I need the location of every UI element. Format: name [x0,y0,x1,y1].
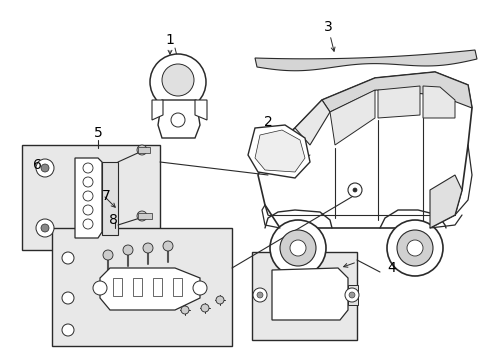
Circle shape [137,145,147,155]
Circle shape [83,205,93,215]
Circle shape [103,250,113,260]
Bar [138,213,152,219]
Text: 5: 5 [93,126,102,140]
Text: 7: 7 [102,189,110,203]
Polygon shape [254,50,476,71]
Polygon shape [347,285,357,305]
Circle shape [171,113,184,127]
Circle shape [36,159,54,177]
Circle shape [36,219,54,237]
Circle shape [83,163,93,173]
Circle shape [193,281,206,295]
Circle shape [386,220,442,276]
Bar [133,278,142,296]
Bar [153,278,162,296]
Circle shape [163,241,173,251]
Circle shape [181,306,189,314]
Polygon shape [158,100,200,138]
Polygon shape [152,100,163,120]
Circle shape [62,324,74,336]
Circle shape [201,304,208,312]
Circle shape [41,164,49,172]
Circle shape [289,240,305,256]
Circle shape [280,230,315,266]
Circle shape [347,183,361,197]
Circle shape [150,54,205,110]
Circle shape [83,191,93,201]
Polygon shape [254,130,305,172]
Circle shape [348,292,354,298]
Polygon shape [75,158,102,238]
Circle shape [83,177,93,187]
Bar [138,147,150,153]
Circle shape [352,188,356,192]
Text: 2: 2 [263,115,272,129]
Circle shape [406,240,422,256]
Polygon shape [329,90,374,145]
Polygon shape [377,86,419,118]
Text: 3: 3 [323,20,332,34]
Bar [22,145,160,250]
Circle shape [41,224,49,232]
Polygon shape [271,268,347,320]
Bar [113,278,122,296]
Text: 8: 8 [108,213,117,227]
Polygon shape [258,72,471,228]
Text: 6: 6 [33,158,41,172]
Circle shape [123,245,133,255]
Circle shape [252,288,266,302]
Polygon shape [102,162,118,235]
Bar [251,252,356,340]
Polygon shape [247,125,309,178]
Circle shape [396,230,432,266]
Circle shape [162,64,194,96]
Polygon shape [429,175,461,228]
Bar [173,278,182,296]
Text: 1: 1 [165,33,174,47]
Text: 4: 4 [387,261,396,275]
Circle shape [93,281,107,295]
Circle shape [142,243,153,253]
Polygon shape [100,268,200,310]
Polygon shape [195,100,206,120]
Circle shape [257,292,263,298]
Polygon shape [422,86,454,118]
Circle shape [269,220,325,276]
Circle shape [345,288,358,302]
Polygon shape [294,100,329,145]
Circle shape [62,292,74,304]
Circle shape [137,211,147,221]
Circle shape [83,219,93,229]
Circle shape [62,252,74,264]
Circle shape [216,296,224,304]
Bar [52,228,231,346]
Polygon shape [321,72,471,112]
